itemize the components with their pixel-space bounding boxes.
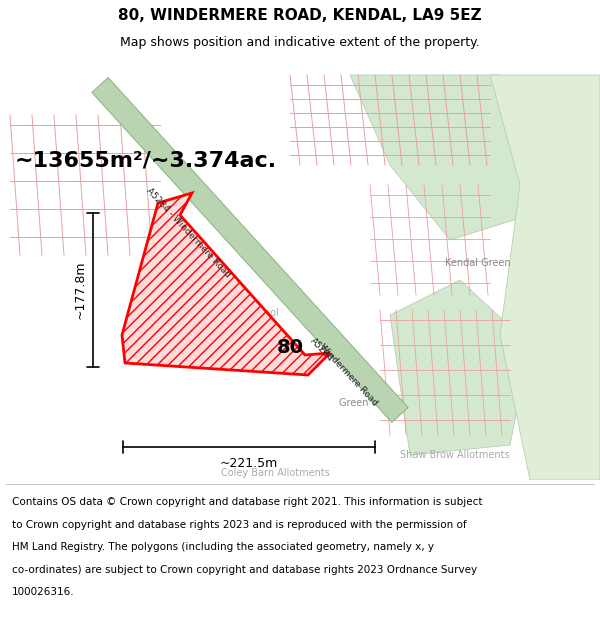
Polygon shape (490, 75, 600, 480)
Text: 100026316.: 100026316. (12, 588, 74, 598)
Text: Cambian Whinfell School: Cambian Whinfell School (157, 308, 279, 318)
Text: Windermere Road: Windermere Road (317, 342, 379, 408)
Polygon shape (122, 193, 330, 375)
Text: A5284: A5284 (309, 336, 335, 364)
Polygon shape (92, 78, 408, 423)
Polygon shape (390, 280, 530, 455)
Text: co-ordinates) are subject to Crown copyright and database rights 2023 Ordnance S: co-ordinates) are subject to Crown copyr… (12, 565, 477, 575)
Text: to Crown copyright and database rights 2023 and is reproduced with the permissio: to Crown copyright and database rights 2… (12, 520, 467, 530)
Text: 80, WINDERMERE ROAD, KENDAL, LA9 5EZ: 80, WINDERMERE ROAD, KENDAL, LA9 5EZ (118, 8, 482, 23)
Text: HM Land Registry. The polygons (including the associated geometry, namely x, y: HM Land Registry. The polygons (includin… (12, 542, 434, 552)
Text: ~221.5m: ~221.5m (220, 457, 278, 470)
Text: Map shows position and indicative extent of the property.: Map shows position and indicative extent… (120, 36, 480, 49)
Text: ~13655m²/~3.374ac.: ~13655m²/~3.374ac. (15, 150, 277, 170)
Text: A5284 - Windermere Road: A5284 - Windermere Road (144, 186, 232, 279)
Text: Kendal Green: Kendal Green (445, 258, 511, 268)
Text: 80: 80 (277, 339, 304, 357)
Text: Coley Barn Allotments: Coley Barn Allotments (221, 468, 329, 478)
Text: Contains OS data © Crown copyright and database right 2021. This information is : Contains OS data © Crown copyright and d… (12, 498, 482, 508)
Text: Green Hill: Green Hill (339, 398, 387, 408)
Text: Shaw Brow Allotments: Shaw Brow Allotments (400, 450, 510, 460)
Text: ~177.8m: ~177.8m (74, 261, 87, 319)
Polygon shape (350, 75, 530, 240)
